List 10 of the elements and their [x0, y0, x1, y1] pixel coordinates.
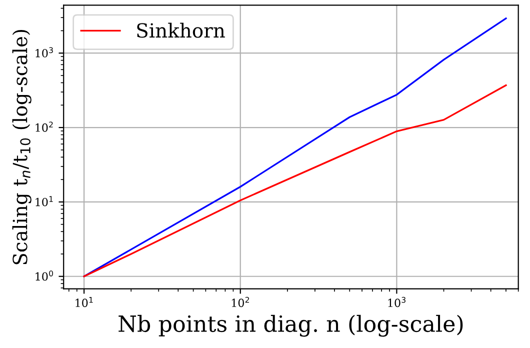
y-tick-label: 10$^{0}$ — [36, 270, 53, 281]
y-axis-title: Scaling t$_{n}$/t$_{10}$ (log-scale) — [12, 30, 32, 264]
x-axis-title: Nb points in diag. n (log-scale) — [118, 314, 463, 337]
y-tick-label: 10$^{1}$ — [36, 196, 53, 206]
legend-label: Sinkhorn — [137, 22, 225, 38]
y-tick-label: 10$^{2}$ — [36, 122, 53, 132]
x-tick-label: 10$^{3}$ — [388, 296, 406, 308]
x-tick-label: 10$^{2}$ — [232, 296, 250, 308]
x-tick-label: 10$^{1}$ — [76, 297, 93, 308]
y-tick-label: 10$^{3}$ — [36, 47, 53, 58]
